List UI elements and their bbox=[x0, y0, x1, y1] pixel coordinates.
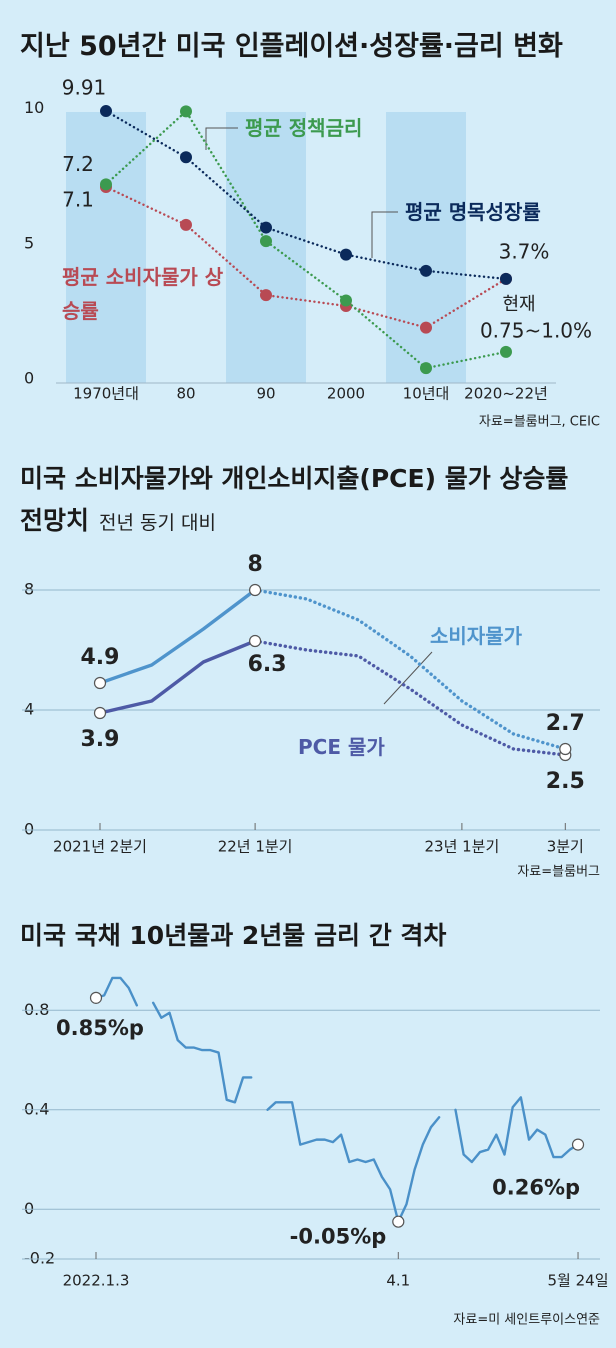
point bbox=[500, 272, 512, 285]
point bbox=[100, 105, 112, 118]
title-text: 지난 50년간 미국 인플레이션·성장률·금리 변화 bbox=[20, 31, 563, 62]
series-line bbox=[253, 639, 567, 757]
y-tick-label: 5 bbox=[24, 233, 34, 252]
value-label: 7.1 bbox=[62, 188, 94, 212]
point bbox=[89, 991, 103, 1004]
point bbox=[249, 634, 262, 648]
y-tick-label: 0 bbox=[24, 368, 34, 387]
point bbox=[180, 151, 192, 164]
point bbox=[180, 218, 192, 231]
y-tick-label: 0 bbox=[24, 820, 34, 839]
x-tick-label: 80 bbox=[176, 385, 195, 403]
point bbox=[260, 235, 272, 248]
era-band bbox=[386, 112, 466, 383]
value-label: 3.7% bbox=[499, 239, 550, 263]
value-label: 2.5 bbox=[546, 769, 585, 794]
leader-line bbox=[205, 127, 238, 150]
subtitle: 전년 동기 대비 bbox=[99, 512, 216, 534]
x-tick-label: 2020~22년 bbox=[464, 385, 548, 403]
point bbox=[100, 178, 112, 191]
point bbox=[340, 248, 352, 261]
point bbox=[500, 345, 512, 358]
y-tick-label: -0.2 bbox=[24, 1249, 55, 1268]
value-label: 8 bbox=[247, 552, 262, 577]
point bbox=[93, 676, 107, 690]
series-line bbox=[104, 185, 508, 329]
point bbox=[260, 221, 272, 234]
x-tick-label: 2022.1.3 bbox=[63, 1272, 130, 1290]
series-line bbox=[104, 109, 508, 281]
point bbox=[420, 362, 432, 375]
x-tick-label: 1970년대 bbox=[73, 385, 139, 403]
value-label: 9.91 bbox=[62, 76, 107, 100]
series-name: 소비자물가 bbox=[430, 624, 522, 648]
y-tick-label: 0.4 bbox=[24, 1099, 49, 1118]
point bbox=[420, 264, 432, 277]
title-text: 미국 소비자물가와 개인소비지출(PCE) 물가 상승률 전망치 bbox=[20, 464, 569, 535]
x-tick-label: 10년대 bbox=[403, 385, 450, 403]
y-tick-label: 0.8 bbox=[24, 1000, 49, 1019]
value-label: 3.9 bbox=[81, 727, 120, 752]
annotation: 현재 bbox=[502, 294, 535, 315]
y-tick-label: 4 bbox=[24, 700, 34, 719]
series-line bbox=[104, 110, 508, 370]
point bbox=[420, 321, 432, 334]
value-label: 4.9 bbox=[81, 645, 120, 670]
value-label: 6.3 bbox=[248, 652, 287, 677]
era-band bbox=[226, 112, 306, 383]
x-tick-label: 2021년 2분기 bbox=[53, 838, 147, 856]
value-label: 7.2 bbox=[62, 152, 94, 176]
x-tick-label: 5월 24일 bbox=[548, 1272, 609, 1290]
value-label: 0.85%p bbox=[56, 1016, 144, 1040]
series-name: PCE 물가 bbox=[298, 735, 385, 759]
x-tick-label: 2000 bbox=[327, 385, 365, 403]
point bbox=[559, 742, 572, 756]
value-label: 0.26%p bbox=[492, 1176, 580, 1200]
point bbox=[93, 706, 107, 720]
point bbox=[340, 294, 352, 307]
series-name: 평균 명목성장률 bbox=[405, 200, 541, 224]
source: 자료=미 세인트루이스연준 bbox=[453, 1313, 600, 1328]
value-label: -0.05%p bbox=[290, 1225, 387, 1249]
point bbox=[392, 1215, 405, 1228]
source: 자료=블룸버그, CEIC bbox=[479, 415, 600, 430]
series-line bbox=[253, 588, 567, 751]
y-tick-label: 8 bbox=[24, 580, 34, 599]
series-line bbox=[98, 588, 257, 685]
value-label: 2.7 bbox=[546, 711, 585, 736]
y-tick-label: 10 bbox=[24, 98, 44, 117]
leader-line bbox=[383, 651, 433, 705]
y-tick-label: 0 bbox=[24, 1199, 34, 1218]
chart-title: 미국 소비자물가와 개인소비지출(PCE) 물가 상승률 전망치 전년 동기 대비 bbox=[20, 458, 590, 544]
title-text: 미국 국채 10년물과 2년물 금리 간 격차 bbox=[20, 921, 447, 950]
series-name: 평균 소비자물가 상승률 bbox=[62, 265, 224, 323]
chart-title: 미국 국채 10년물과 2년물 금리 간 격차 bbox=[20, 915, 590, 957]
leader-line bbox=[371, 211, 398, 258]
value-label: 0.75~1.0% bbox=[480, 318, 592, 342]
series-name: 평균 정책금리 bbox=[245, 116, 363, 140]
point bbox=[571, 1138, 585, 1151]
point bbox=[260, 289, 272, 302]
x-tick-label: 23년 1분기 bbox=[424, 838, 499, 856]
era-band bbox=[66, 112, 146, 383]
x-tick-label: 4.1 bbox=[386, 1272, 410, 1290]
chart-title: 지난 50년간 미국 인플레이션·성장률·금리 변화 bbox=[20, 26, 590, 68]
point bbox=[180, 105, 192, 118]
x-tick-label: 3분기 bbox=[547, 838, 584, 856]
series-line bbox=[98, 639, 257, 715]
point bbox=[249, 583, 262, 597]
x-tick-label: 22년 1분기 bbox=[218, 838, 293, 856]
x-tick-label: 90 bbox=[256, 385, 275, 403]
series-line bbox=[94, 976, 580, 1223]
source: 자료=블룸버그 bbox=[517, 865, 600, 880]
